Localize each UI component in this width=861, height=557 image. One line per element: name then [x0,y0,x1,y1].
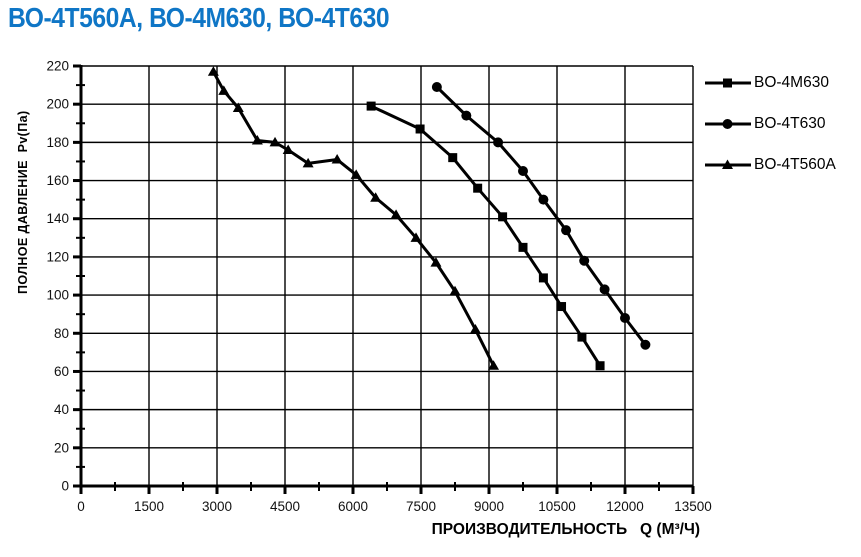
data-point-square-bo-4m630 [538,273,548,283]
data-point-square-bo-4m630 [415,124,425,134]
y-tick-label: 40 [54,402,69,417]
data-point-circle-bo-4t630 [461,110,472,121]
data-point-square-bo-4m630 [366,101,376,111]
data-point-circle-bo-4t630 [493,137,504,148]
data-point-square-bo-4m630 [518,242,528,252]
legend-label: BO-4M630 [754,74,829,91]
page-title: ВО-4Т560А, ВО-4М630, ВО-4Т630 [8,2,390,33]
data-point-triangle-bo-4t560a [232,102,244,112]
x-tick-label: 4500 [270,499,300,514]
legend-item-bo-4t560a: BO-4T560A [704,152,836,178]
data-point-triangle-bo-4t560a [488,360,500,370]
y-tick-label: 100 [46,288,69,303]
data-point-circle-bo-4t630 [599,284,610,295]
y-tick-label: 0 [61,479,69,494]
y-axis-title: ПОЛНОЕ ДАВЛЕНИЕ Pv(Па) [16,110,30,294]
circle-marker-icon [705,119,751,129]
data-point-circle-bo-4t630 [561,225,572,236]
x-tick-label: 6000 [338,499,368,514]
y-tick-label: 80 [54,326,69,341]
y-tick-label: 20 [54,440,69,455]
data-point-square-bo-4m630 [595,361,605,371]
data-point-circle-bo-4t630 [518,166,528,176]
data-point-triangle-bo-4t560a [350,169,362,179]
series-line-bo-4t630 [435,85,647,346]
y-tick-label: 200 [46,97,69,112]
data-point-triangle-bo-4t560a [218,85,230,95]
data-point-square-bo-4m630 [473,183,483,193]
data-point-triangle-bo-4t560a [302,157,314,168]
x-tick-label: 0 [77,499,85,514]
data-point-triangle-bo-4t560a [282,144,294,154]
y-tick-label: 60 [54,364,69,379]
data-point-square-bo-4m630 [577,332,587,342]
data-point-square-bo-4m630 [557,302,567,312]
legend-label: BO-4T560A [754,156,836,173]
data-point-square-bo-4m630 [498,212,508,222]
data-point-circle-bo-4t630 [538,194,549,205]
data-point-circle-bo-4t630 [620,313,630,323]
data-point-triangle-bo-4t560a [251,134,263,145]
y-tick-label: 120 [46,249,69,264]
data-point-triangle-bo-4t560a [390,209,402,219]
x-tick-label: 7500 [406,499,436,514]
legend: BO-4M630 BO-4T630 BO-4T560A [704,70,836,178]
y-tick-label: 140 [46,211,69,226]
y-tick-label: 220 [46,59,69,74]
data-point-triangle-bo-4t560a [430,257,442,267]
x-tick-label: 10500 [538,499,576,514]
data-point-triangle-bo-4t560a [410,232,422,242]
x-tick-label: 13500 [674,499,712,514]
square-marker-icon [705,78,751,88]
data-point-circle-bo-4t630 [431,82,442,92]
legend-item-bo-4m630: BO-4M630 [704,70,836,96]
data-point-triangle-bo-4t560a [469,323,481,334]
data-point-circle-bo-4t630 [579,255,590,266]
data-point-triangle-bo-4t560a [370,192,382,202]
y-tick-label: 160 [46,173,69,188]
series-line-bo-4t560a [212,71,495,367]
x-tick-label: 9000 [474,499,504,514]
data-point-triangle-bo-4t560a [449,285,461,296]
x-tick-label: 12000 [606,499,644,514]
triangle-marker-icon [705,159,751,169]
data-point-circle-bo-4t630 [640,339,651,350]
data-point-triangle-bo-4t560a [331,154,343,164]
y-tick-label: 180 [46,135,69,150]
x-tick-label: 1500 [134,499,164,514]
series-line-bo-4m630 [370,104,602,367]
legend-item-bo-4t630: BO-4T630 [704,111,836,137]
data-point-square-bo-4m630 [448,153,458,163]
data-point-triangle-bo-4t560a [207,66,219,76]
x-tick-label: 3000 [202,499,232,514]
data-point-triangle-bo-4t560a [269,136,281,147]
legend-label: BO-4T630 [754,115,826,132]
x-axis-title: ПРОИЗВОДИТЕЛЬНОСТЬ Q (М³/Ч) [431,521,700,538]
